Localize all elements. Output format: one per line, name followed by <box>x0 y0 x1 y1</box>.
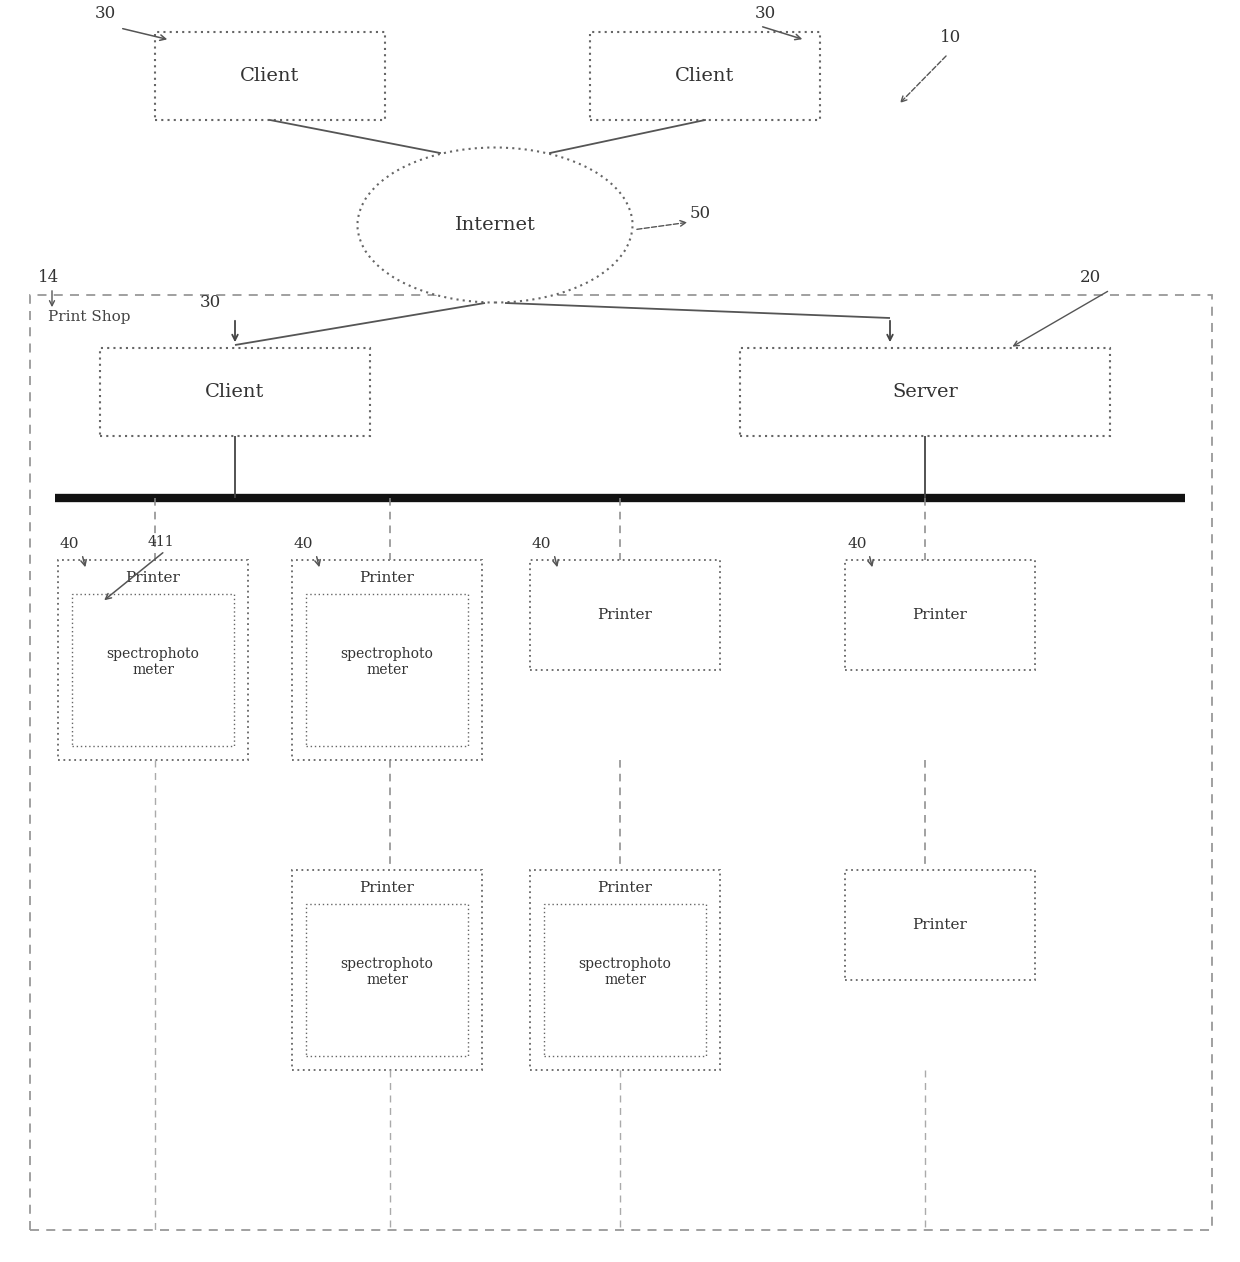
Bar <box>72 594 234 746</box>
Bar <box>544 904 706 1056</box>
Text: Printer: Printer <box>125 570 181 586</box>
Text: Internet: Internet <box>455 216 536 233</box>
Text: 40: 40 <box>60 538 79 551</box>
Text: 20: 20 <box>1080 269 1101 286</box>
Text: Printer: Printer <box>360 881 414 895</box>
Text: spectrophoto
meter: spectrophoto meter <box>107 647 200 678</box>
Bar <box>291 560 482 760</box>
Text: 50: 50 <box>689 204 711 222</box>
Text: Print Shop: Print Shop <box>48 310 130 324</box>
Text: 30: 30 <box>95 5 117 21</box>
Text: 10: 10 <box>940 29 961 45</box>
Text: Printer: Printer <box>598 881 652 895</box>
Text: spectrophoto
meter: spectrophoto meter <box>341 957 434 987</box>
Text: Server: Server <box>892 382 957 401</box>
Text: 14: 14 <box>38 269 60 286</box>
Text: spectrophoto
meter: spectrophoto meter <box>341 647 434 678</box>
Bar <box>30 295 1211 1230</box>
Text: Printer: Printer <box>360 570 414 586</box>
Bar <box>155 32 384 120</box>
Bar <box>529 870 720 1070</box>
Bar <box>306 594 467 746</box>
Bar <box>306 904 467 1056</box>
Text: 40: 40 <box>294 538 314 551</box>
Text: 40: 40 <box>532 538 552 551</box>
Text: 30: 30 <box>755 5 776 21</box>
Text: Client: Client <box>676 67 734 85</box>
Bar <box>58 560 248 760</box>
Bar <box>740 348 1110 435</box>
Text: spectrophoto
meter: spectrophoto meter <box>579 957 671 987</box>
Text: Printer: Printer <box>913 608 967 622</box>
Text: Client: Client <box>206 382 264 401</box>
Text: Printer: Printer <box>598 608 652 622</box>
Text: 40: 40 <box>847 538 867 551</box>
Text: 30: 30 <box>200 294 221 310</box>
Text: Client: Client <box>241 67 300 85</box>
Ellipse shape <box>357 148 632 303</box>
Text: Printer: Printer <box>913 917 967 933</box>
Bar <box>291 870 482 1070</box>
Bar <box>100 348 370 435</box>
Bar <box>844 560 1035 670</box>
Bar <box>844 870 1035 981</box>
Bar <box>590 32 820 120</box>
Text: 411: 411 <box>148 535 175 549</box>
Bar <box>529 560 720 670</box>
